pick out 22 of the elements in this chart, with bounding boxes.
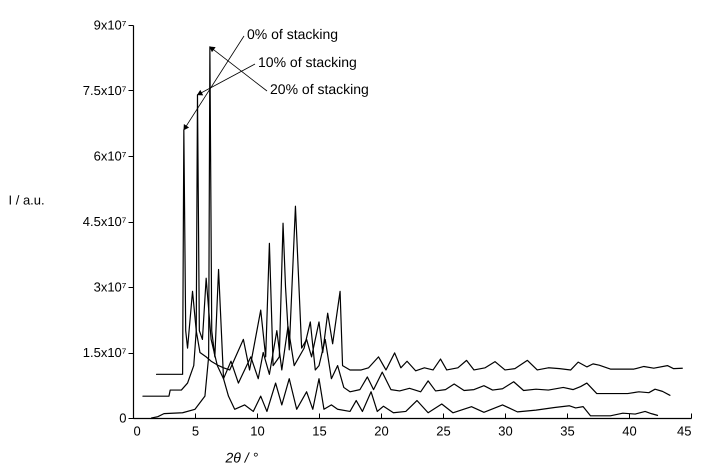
y-tick-label: 6x10⁷	[94, 148, 127, 164]
text: 20% of stacking	[270, 81, 369, 97]
x-tick-label: 10	[250, 424, 265, 438]
x-tick-label: 40	[622, 424, 637, 438]
x-axis-title: 2θ / °	[224, 450, 259, 466]
x-tick-label: 0	[134, 424, 141, 438]
x-tick-label: 25	[436, 424, 451, 438]
x-tick-label: 20	[374, 424, 389, 438]
x-tick-label: 5	[192, 424, 200, 438]
y-axis-title: I / a.u.	[8, 192, 45, 208]
y-tick-label: 4.5x10⁷	[82, 214, 127, 229]
x-tick-label: 15	[312, 424, 327, 438]
y-tick-label: 0	[119, 410, 126, 426]
y-tick-label: 7.5x10⁷	[82, 83, 127, 98]
y-tick-label: 3x10⁷	[94, 280, 127, 294]
y-tick-label: 1.5x10⁷	[82, 345, 127, 360]
text: 10% of stacking	[258, 54, 357, 70]
text: 0% of stacking	[247, 26, 338, 42]
y-tick-label: 9x10⁷	[94, 18, 127, 32]
x-tick-label: 45	[677, 424, 692, 438]
x-tick-label: 35	[560, 424, 575, 438]
x-tick-label: 30	[498, 424, 513, 438]
